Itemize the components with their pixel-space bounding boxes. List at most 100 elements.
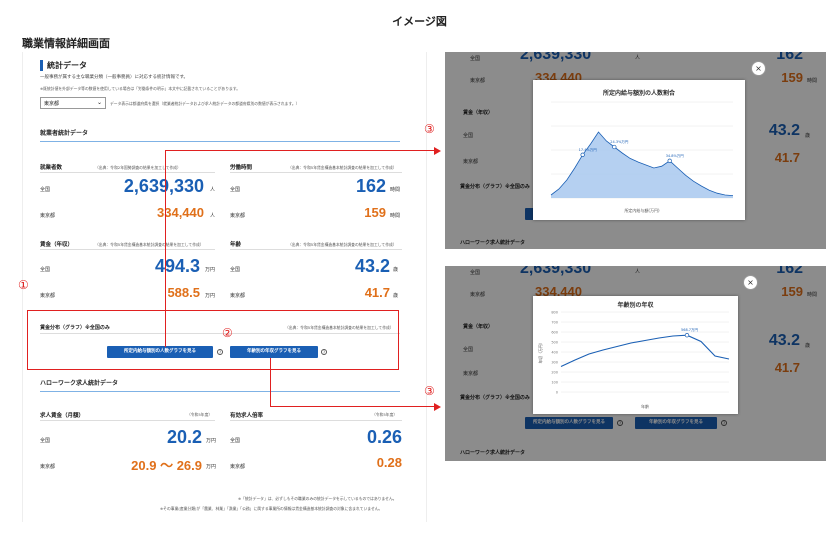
bg-pref-label: 東京都 — [463, 159, 479, 165]
hours-nation-label: 全国 — [230, 187, 241, 193]
workers-pref-unit: 人 — [210, 213, 216, 219]
divider — [230, 249, 402, 250]
bg-hours-unit: 時間 — [807, 78, 818, 84]
help-icon[interactable]: ? — [321, 349, 327, 355]
y-tick-label: 500 — [551, 341, 558, 345]
divider — [40, 141, 400, 142]
help-icon: ? — [617, 420, 623, 426]
chart-title: 所定内給与額別の人数割合 — [602, 90, 675, 97]
offer-wage-label: 求人賃金（月額） — [40, 413, 85, 419]
wage-nation-value: 494.3 — [154, 256, 200, 276]
wage-distribution-modal: 所定内給与額別の人数割合 17.4%万円 24.3%万円 34.8%万円 所定内給与額… — [533, 80, 745, 220]
marker-3: ③ — [424, 122, 435, 136]
y-tick-label: 400 — [551, 351, 558, 355]
bg-wage-label: 賃金（年収） — [463, 324, 494, 330]
age-nation-unit: 歳 — [393, 267, 399, 273]
footnote-1: ※「統計データ」は、必ずしもその職業のみの統計データを示しているものではありませ… — [238, 496, 397, 501]
bg-age-value: 43.2 — [768, 332, 800, 349]
highlight-box — [27, 310, 399, 370]
y-tick-label: 300 — [551, 361, 558, 365]
section-title: 統計データ — [40, 60, 87, 71]
prefecture-select[interactable]: 東京都 ⌄ — [40, 97, 106, 109]
job-detail-page — [22, 52, 427, 522]
bg-graph-label: 賃金分布（グラフ）※全国のみ — [460, 184, 530, 190]
workers-nation-value: 2,639,330 — [123, 176, 204, 196]
help-icon: ? — [721, 420, 727, 426]
bg-hellowork-heading: ハローワーク求人統計データ — [460, 450, 526, 456]
age-pref-unit: 歳 — [393, 293, 399, 299]
offer-wage-pref-unit: 万円 — [206, 464, 217, 470]
prefecture-select-value: 東京都 — [44, 101, 60, 107]
bg-pref-workers: 334,440 — [535, 284, 582, 299]
workers-label: 就業者数 — [40, 165, 63, 171]
data-point — [580, 152, 585, 157]
help-icon[interactable]: ? — [217, 349, 223, 355]
arrow-head — [434, 147, 441, 155]
marker-1: ① — [18, 278, 29, 292]
bg-graph-label: 賃金分布（グラフ）※全国のみ — [460, 395, 530, 401]
section-intro: 一般事務が属する主な職業分類（一般事務員）に対応する統計情報です。 — [40, 75, 189, 80]
prefecture-note: データ表示は都道府県を選択（就業者統計データおよび求人統計データの都道府県別の数… — [110, 101, 300, 106]
bg-pref-label: 東京都 — [470, 292, 486, 298]
wage-nation-label: 全国 — [40, 267, 51, 273]
bg-pref-label: 東京都 — [470, 78, 486, 84]
connector-line — [270, 406, 437, 407]
wage-source: （出典：令和5年賃金構造基本統計調査の結果を加工して作成） — [95, 242, 204, 247]
bg-workers-value: 2,639,330 — [520, 266, 592, 277]
data-label: 34.8%万円 — [666, 154, 685, 158]
bg-age-unit: 歳 — [805, 343, 811, 349]
workers-nation-unit: 人 — [210, 187, 216, 193]
workers-nation-label: 全国 — [40, 187, 51, 193]
offer-ratio-nation-label: 全国 — [230, 438, 241, 444]
bg-hours-value: 162 — [776, 266, 803, 277]
offer-ratio-nation-value: 0.26 — [366, 427, 402, 447]
divider — [40, 249, 215, 250]
x-axis-label: 所定内給与額(万円) — [624, 207, 660, 213]
employment-heading: 就業者統計データ — [40, 130, 89, 137]
bg-nation-label: 全国 — [463, 347, 474, 353]
offer-ratio-pref-label: 東京都 — [230, 464, 246, 470]
age-source: （出典：令和5年賃金構造基本統計調査の結果を加工して作成） — [288, 242, 397, 247]
workers-pref-label: 東京都 — [40, 213, 56, 219]
bg-age-value: 43.2 — [768, 122, 800, 139]
data-point — [612, 144, 617, 150]
bg-age-wage-button: 年齢別の年収グラフを見る — [635, 417, 717, 429]
data-point — [684, 333, 690, 338]
hellowork-heading: ハローワーク求人統計データ — [40, 380, 119, 387]
divider — [40, 391, 400, 392]
data-point — [667, 158, 672, 163]
graph-label: 賃金分布（グラフ）※全国のみ — [40, 325, 110, 331]
close-icon[interactable]: × — [751, 61, 766, 76]
offer-wage-pref-label: 東京都 — [40, 464, 56, 470]
wage-pref-unit: 万円 — [205, 293, 216, 299]
bg-pref-age: 41.7 — [774, 360, 800, 375]
age-wage-modal-screenshot: 2,639,330 人 全国 東京都 334,440 162 159 時間 賃金… — [445, 266, 826, 461]
page-heading: 職業情報詳細画面 — [22, 37, 110, 50]
age-wage-graph-button[interactable]: 年齢別の年収グラフを見る — [230, 346, 318, 358]
hours-source: （出典：令和5年賃金構造基本統計調査の結果を加工して作成） — [288, 165, 397, 170]
wage-label: 賃金（年収） — [40, 242, 74, 248]
bg-pref-hours: 159 — [781, 70, 803, 85]
connector-line — [270, 358, 271, 406]
series-area — [551, 132, 733, 198]
wage-distribution-graph-button[interactable]: 所定内給与額別の人数グラフを見る — [107, 346, 213, 358]
x-axis-label: 年齢 — [641, 403, 649, 409]
bg-age-unit: 歳 — [805, 133, 811, 139]
close-icon[interactable]: × — [743, 275, 758, 290]
age-pref-label: 東京都 — [230, 293, 246, 299]
wage-pref-label: 東京都 — [40, 293, 56, 299]
hours-pref-value: 159 — [364, 205, 386, 220]
bg-hours-value: 162 — [776, 52, 803, 63]
hours-pref-unit: 時間 — [390, 213, 401, 219]
bg-pref-age: 41.7 — [774, 150, 800, 165]
series-line — [550, 131, 734, 196]
data-label: 17.4%万円 — [579, 148, 598, 152]
bg-pref-hours: 159 — [781, 284, 803, 299]
y-tick-label: 600 — [551, 331, 558, 335]
offer-wage-nation-value: 20.2 — [166, 427, 202, 447]
hours-nation-unit: 時間 — [390, 187, 401, 193]
graph-source: （出典：令和5年賃金構造基本統計調査の結果を加工して作成） — [285, 325, 394, 330]
doc-title: イメージ図 — [392, 15, 447, 28]
